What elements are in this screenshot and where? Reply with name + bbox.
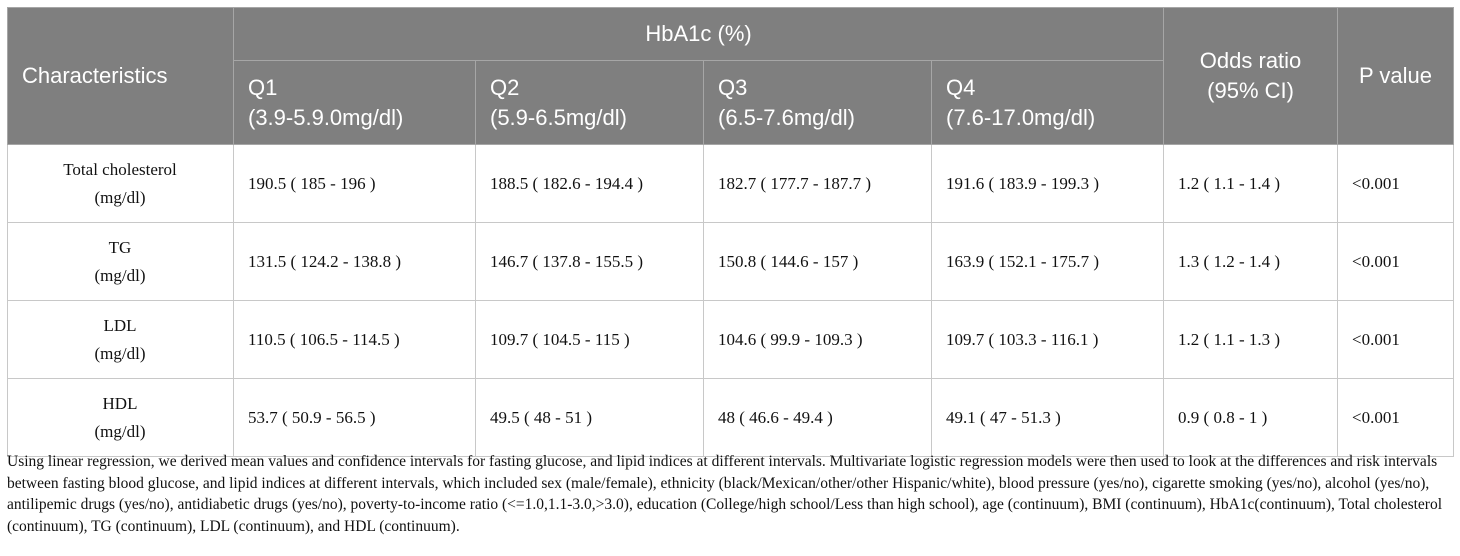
row-name: Total cholesterol (63, 160, 177, 180)
table-row: Total cholesterol (mg/dl) 190.5 ( 185 - … (7, 144, 1455, 223)
cell-q2: 109.7 ( 104.5 - 115 ) (475, 300, 704, 379)
row-label: Total cholesterol (mg/dl) (7, 144, 234, 223)
q3-label: Q3 (718, 74, 748, 100)
row-label: TG (mg/dl) (7, 222, 234, 301)
header-q1: Q1 (3.9-5.9.0mg/dl) (233, 60, 476, 145)
odds-ratio-ci-label: (95% CI) (1207, 78, 1294, 103)
header-characteristics: Characteristics (7, 7, 234, 145)
cell-odds-ratio: 1.2 ( 1.1 - 1.4 ) (1163, 144, 1339, 223)
cell-q4: 109.7 ( 103.3 - 116.1 ) (930, 300, 1165, 379)
odds-ratio-label: Odds ratio (1199, 48, 1302, 74)
table-row: HDL (mg/dl) 53.7 ( 50.9 - 56.5 ) 49.5 ( … (7, 378, 1455, 457)
row-label: HDL (mg/dl) (7, 378, 234, 457)
cell-p-value: <0.001 (1337, 222, 1455, 301)
header-q4: Q4 (7.6-17.0mg/dl) (930, 60, 1165, 145)
header-q3: Q3 (6.5-7.6mg/dl) (703, 60, 932, 145)
table-body: Total cholesterol (mg/dl) 190.5 ( 185 - … (7, 144, 1455, 457)
cell-q4: 49.1 ( 47 - 51.3 ) (930, 378, 1165, 457)
cell-q4: 191.6 ( 183.9 - 199.3 ) (930, 144, 1165, 223)
header-p-value: P value (1337, 7, 1455, 145)
cell-q3: 182.7 ( 177.7 - 187.7 ) (703, 144, 932, 223)
cell-q4: 163.9 ( 152.1 - 175.7 ) (930, 222, 1165, 301)
table-row: TG (mg/dl) 131.5 ( 124.2 - 138.8 ) 146.7… (7, 222, 1455, 301)
cell-p-value: <0.001 (1337, 300, 1455, 379)
cell-odds-ratio: 1.2 ( 1.1 - 1.3 ) (1163, 300, 1339, 379)
header-q2: Q2 (5.9-6.5mg/dl) (475, 60, 704, 145)
q2-label: Q2 (490, 74, 520, 100)
cell-q2: 146.7 ( 137.8 - 155.5 ) (475, 222, 704, 301)
cell-q3: 150.8 ( 144.6 - 157 ) (703, 222, 932, 301)
q2-range: (5.9-6.5mg/dl) (490, 104, 627, 130)
row-unit: (mg/dl) (94, 421, 146, 441)
cell-q1: 131.5 ( 124.2 - 138.8 ) (233, 222, 476, 301)
row-unit: (mg/dl) (94, 265, 146, 285)
row-unit: (mg/dl) (94, 343, 146, 363)
row-unit: (mg/dl) (94, 187, 146, 207)
q4-range: (7.6-17.0mg/dl) (946, 104, 1096, 130)
cell-p-value: <0.001 (1337, 378, 1455, 457)
table-footnote: Using linear regression, we derived mean… (7, 453, 1443, 535)
q3-range: (6.5-7.6mg/dl) (718, 104, 855, 130)
cell-q3: 104.6 ( 99.9 - 109.3 ) (703, 300, 932, 379)
row-label: LDL (mg/dl) (7, 300, 234, 379)
row-name: HDL (102, 394, 138, 414)
q1-range: (3.9-5.9.0mg/dl) (248, 104, 404, 130)
table-row: LDL (mg/dl) 110.5 ( 106.5 - 114.5 ) 109.… (7, 300, 1455, 379)
cell-p-value: <0.001 (1337, 144, 1455, 223)
table-header: Characteristics HbA1c (%) Odds ratio (95… (7, 7, 1455, 145)
cell-odds-ratio: 1.3 ( 1.2 - 1.4 ) (1163, 222, 1339, 301)
row-name: LDL (103, 316, 137, 336)
cell-q3: 48 ( 46.6 - 49.4 ) (703, 378, 932, 457)
q1-label: Q1 (248, 74, 278, 100)
header-hba1c-group: HbA1c (%) (232, 7, 1165, 61)
row-name: TG (108, 238, 132, 258)
cell-odds-ratio: 0.9 ( 0.8 - 1 ) (1163, 378, 1339, 457)
data-table-container: Characteristics HbA1c (%) Odds ratio (95… (7, 7, 1455, 457)
cell-q2: 188.5 ( 182.6 - 194.4 ) (475, 144, 704, 223)
cell-q1: 110.5 ( 106.5 - 114.5 ) (233, 300, 476, 379)
cell-q1: 53.7 ( 50.9 - 56.5 ) (233, 378, 476, 457)
cell-q1: 190.5 ( 185 - 196 ) (233, 144, 476, 223)
hba1c-lipid-table: Characteristics HbA1c (%) Odds ratio (95… (7, 7, 1455, 457)
header-odds-ratio: Odds ratio (95% CI) (1163, 7, 1339, 145)
cell-q2: 49.5 ( 48 - 51 ) (475, 378, 704, 457)
q4-label: Q4 (946, 74, 976, 100)
